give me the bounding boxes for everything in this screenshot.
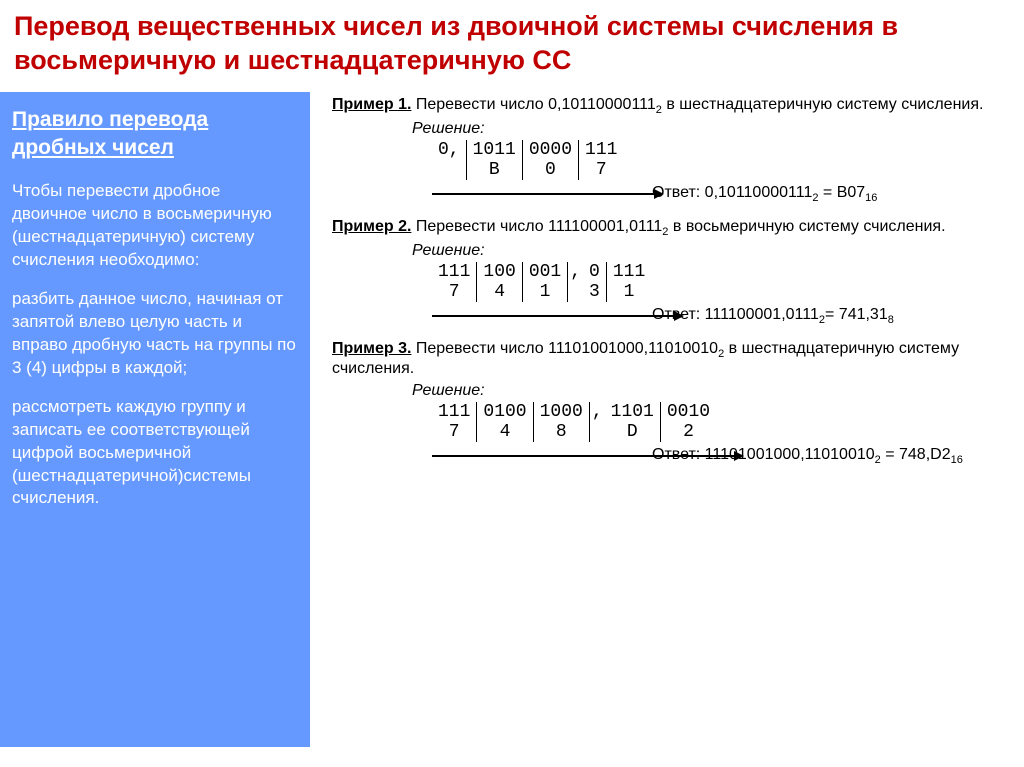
- example-2: Пример 2. Перевести число 111100001,0111…: [332, 218, 1014, 326]
- digit-group-bot: 2: [660, 422, 716, 442]
- arrow-icon: [432, 455, 742, 457]
- digit-group-top: ,: [589, 402, 604, 422]
- arrow-icon: [432, 193, 662, 195]
- digit-group-top: 111: [579, 140, 624, 160]
- digit-group-bot: 7: [432, 422, 477, 442]
- sidebar-para-3: рассмотреть каждую группу и записать ее …: [12, 396, 298, 511]
- digit-group-top: 0010: [660, 402, 716, 422]
- digit-group-top: 111: [606, 262, 651, 282]
- digit-group-bot: D: [605, 422, 661, 442]
- work-area: 11101001000,11010010 748D2: [432, 402, 1014, 462]
- example-title: Пример 1. Перевести число 0,101100001112…: [332, 96, 1014, 116]
- work-area: 0,10110000111 B07: [432, 140, 1014, 200]
- sidebar: Правило перевода дробных чисел Чтобы пер…: [0, 92, 310, 747]
- sidebar-rule-title: Правило перевода дробных чисел: [12, 106, 298, 163]
- digit-group-bot: 1: [522, 282, 567, 302]
- content-row: Правило перевода дробных чисел Чтобы пер…: [0, 92, 1024, 747]
- solution-label: Решение:: [412, 382, 1014, 400]
- digit-group-top: 1000: [533, 402, 589, 422]
- digit-group-top: 0000: [522, 140, 578, 160]
- sidebar-para-1: Чтобы перевести дробное двоичное число в…: [12, 180, 298, 272]
- arrow-icon: [432, 315, 682, 317]
- digit-group-table: 111100001,011174131: [432, 262, 651, 302]
- arrow-line: [432, 182, 1014, 200]
- digit-group-top: 0,: [432, 140, 466, 160]
- arrow-line: [432, 444, 1014, 462]
- example-title: Пример 3. Перевести число 11101001000,11…: [332, 340, 1014, 378]
- digit-group-bot: 3: [583, 282, 606, 302]
- examples-area: Пример 1. Перевести число 0,101100001112…: [310, 92, 1024, 747]
- arrow-line: [432, 304, 1014, 322]
- example-title: Пример 2. Перевести число 111100001,0111…: [332, 218, 1014, 238]
- digit-group-bot: 4: [477, 282, 522, 302]
- digit-group-bot: [432, 160, 466, 180]
- digit-group-bot: 7: [579, 160, 624, 180]
- digit-group-bot: B: [466, 160, 522, 180]
- example-1: Пример 1. Перевести число 0,101100001112…: [332, 96, 1014, 204]
- solution-label: Решение:: [412, 120, 1014, 138]
- digit-group-top: 001: [522, 262, 567, 282]
- digit-group-top: 1101: [605, 402, 661, 422]
- digit-group-bot: 4: [477, 422, 533, 442]
- digit-group-top: 111: [432, 262, 477, 282]
- digit-group-top: 0100: [477, 402, 533, 422]
- digit-group-top: 111: [432, 402, 477, 422]
- work-area: 111100001,011174131: [432, 262, 1014, 322]
- digit-group-bot: [589, 422, 604, 442]
- example-3: Пример 3. Перевести число 11101001000,11…: [332, 340, 1014, 466]
- digit-group-bot: 0: [522, 160, 578, 180]
- digit-group-table: 0,10110000111 B07: [432, 140, 623, 180]
- digit-group-top: 0: [583, 262, 606, 282]
- digit-group-bot: 1: [606, 282, 651, 302]
- digit-group-bot: 7: [432, 282, 477, 302]
- digit-group-top: 1011: [466, 140, 522, 160]
- digit-group-top: 100: [477, 262, 522, 282]
- digit-group-bot: [568, 282, 583, 302]
- digit-group-bot: 8: [533, 422, 589, 442]
- solution-label: Решение:: [412, 242, 1014, 260]
- digit-group-top: ,: [568, 262, 583, 282]
- page-title: Перевод вещественных чисел из двоичной с…: [0, 0, 1024, 92]
- digit-group-table: 11101001000,11010010 748D2: [432, 402, 716, 442]
- sidebar-para-2: разбить данное число, начиная от запятой…: [12, 288, 298, 380]
